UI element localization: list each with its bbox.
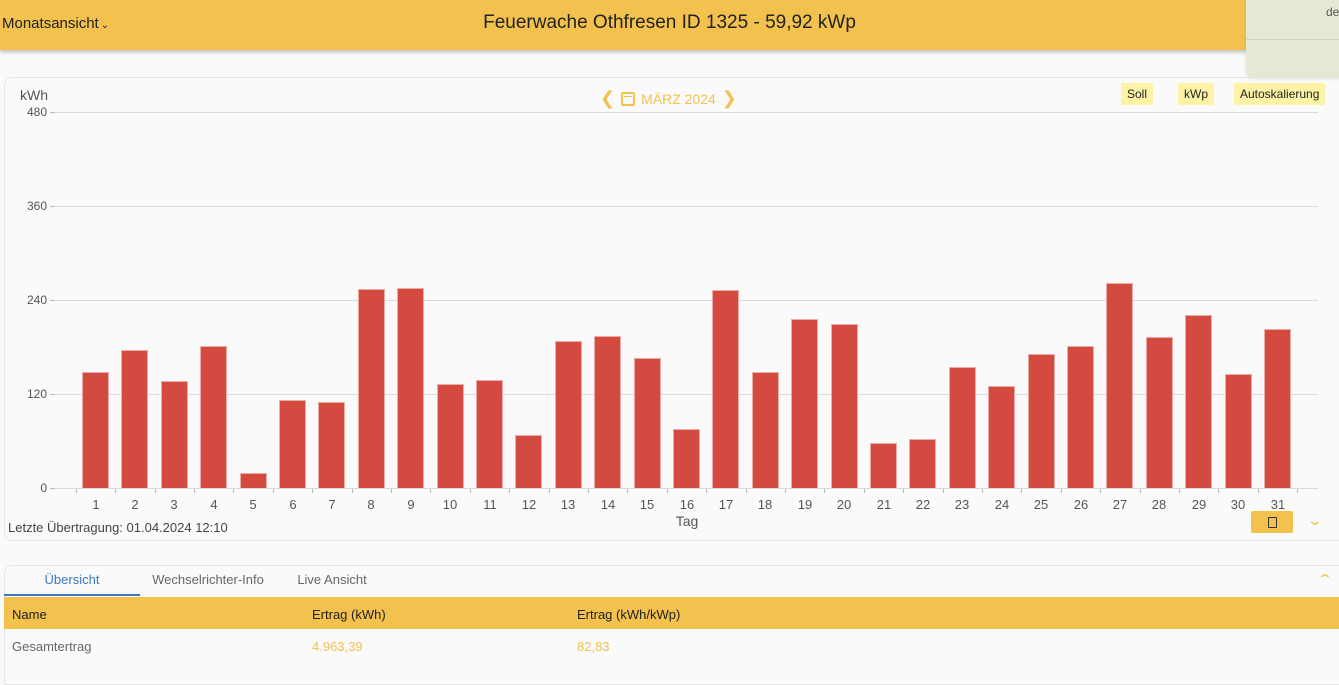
month-label[interactable]: MÄRZ 2024: [641, 90, 716, 107]
bar-day-7[interactable]: [318, 402, 345, 488]
bar-day-6[interactable]: [279, 400, 306, 488]
bar-day-1[interactable]: [82, 372, 109, 488]
next-month-icon[interactable]: ❯: [721, 88, 737, 108]
page-title: Feuerwache Othfresen ID 1325 - 59,92 kWp: [483, 12, 856, 33]
bar-day-23[interactable]: [949, 367, 976, 488]
x-axis-label: Tag: [675, 513, 699, 529]
bar-day-12[interactable]: [515, 435, 542, 488]
kwp-toggle[interactable]: kWp: [1178, 83, 1214, 105]
cell-ertrag-kwh: 4.963,39: [312, 639, 363, 654]
bar-day-26[interactable]: [1067, 346, 1094, 488]
bar-day-4[interactable]: [200, 346, 227, 488]
y-axis-label: kWh: [20, 87, 48, 103]
bar-day-24[interactable]: [988, 386, 1015, 488]
bar-day-17[interactable]: [712, 290, 739, 488]
language-popover[interactable]: de: [1246, 0, 1339, 78]
collapse-chevron-icon[interactable]: ⌃: [1316, 571, 1334, 587]
view-mode-label: Monatsansicht: [2, 15, 99, 32]
month-navigator: ❮ MÄRZ 2024 ❯: [600, 88, 737, 109]
bar-day-5[interactable]: [240, 473, 267, 488]
popover-divider: [1246, 39, 1339, 40]
soll-toggle[interactable]: Soll: [1121, 83, 1154, 105]
table-header: [4, 597, 1339, 629]
bar-day-14[interactable]: [594, 336, 621, 488]
bar-day-18[interactable]: [752, 372, 779, 488]
tab-wechselrichter-info[interactable]: Wechselrichter-Info: [152, 572, 264, 587]
bar-day-8[interactable]: [358, 289, 385, 488]
export-button[interactable]: [1251, 511, 1293, 533]
tab-uebersicht[interactable]: Übersicht: [4, 572, 140, 596]
chevron-down-icon: ⌄: [100, 20, 110, 31]
bar-day-30[interactable]: [1225, 374, 1252, 488]
bar-day-10[interactable]: [437, 384, 464, 488]
document-icon: [1267, 516, 1277, 528]
popover-text: de: [1326, 5, 1339, 19]
last-transfer-text: Letzte Übertragung: 01.04.2024 12:10: [8, 520, 228, 535]
view-mode-dropdown[interactable]: Monatsansicht ⌄: [2, 15, 109, 32]
cell-ertrag-kwh-kwp: 82,83: [577, 639, 610, 654]
bar-day-31[interactable]: [1264, 329, 1291, 488]
bar-day-25[interactable]: [1028, 354, 1055, 488]
expand-chevron-icon[interactable]: ⌄: [1306, 512, 1324, 528]
bar-day-16[interactable]: [673, 429, 700, 488]
bar-day-11[interactable]: [476, 380, 503, 488]
tab-live-ansicht[interactable]: Live Ansicht: [297, 572, 367, 587]
bar-day-27[interactable]: [1106, 283, 1133, 488]
prev-month-icon[interactable]: ❮: [600, 88, 616, 108]
bar-day-19[interactable]: [791, 319, 818, 488]
bar-day-21[interactable]: [870, 443, 897, 488]
bar-day-29[interactable]: [1185, 315, 1212, 488]
bar-day-13[interactable]: [555, 341, 582, 488]
bar-day-20[interactable]: [831, 324, 858, 488]
header-name: Name: [12, 607, 47, 622]
bar-day-2[interactable]: [121, 350, 148, 488]
bar-day-3[interactable]: [161, 381, 188, 488]
bar-day-28[interactable]: [1146, 337, 1173, 488]
bar-day-9[interactable]: [397, 288, 424, 488]
bar-day-22[interactable]: [909, 439, 936, 488]
calendar-icon[interactable]: [621, 91, 636, 106]
header-ertrag-kwh: Ertrag (kWh): [312, 607, 386, 622]
header-ertrag-kwh-kwp: Ertrag (kWh/kWp): [577, 607, 681, 622]
top-bar: Monatsansicht ⌄ Feuerwache Othfresen ID 1…: [0, 0, 1339, 50]
bar-day-15[interactable]: [634, 358, 661, 488]
autoscale-toggle[interactable]: Autoskalierung: [1234, 83, 1326, 105]
cell-name: Gesamtertrag: [12, 639, 92, 654]
